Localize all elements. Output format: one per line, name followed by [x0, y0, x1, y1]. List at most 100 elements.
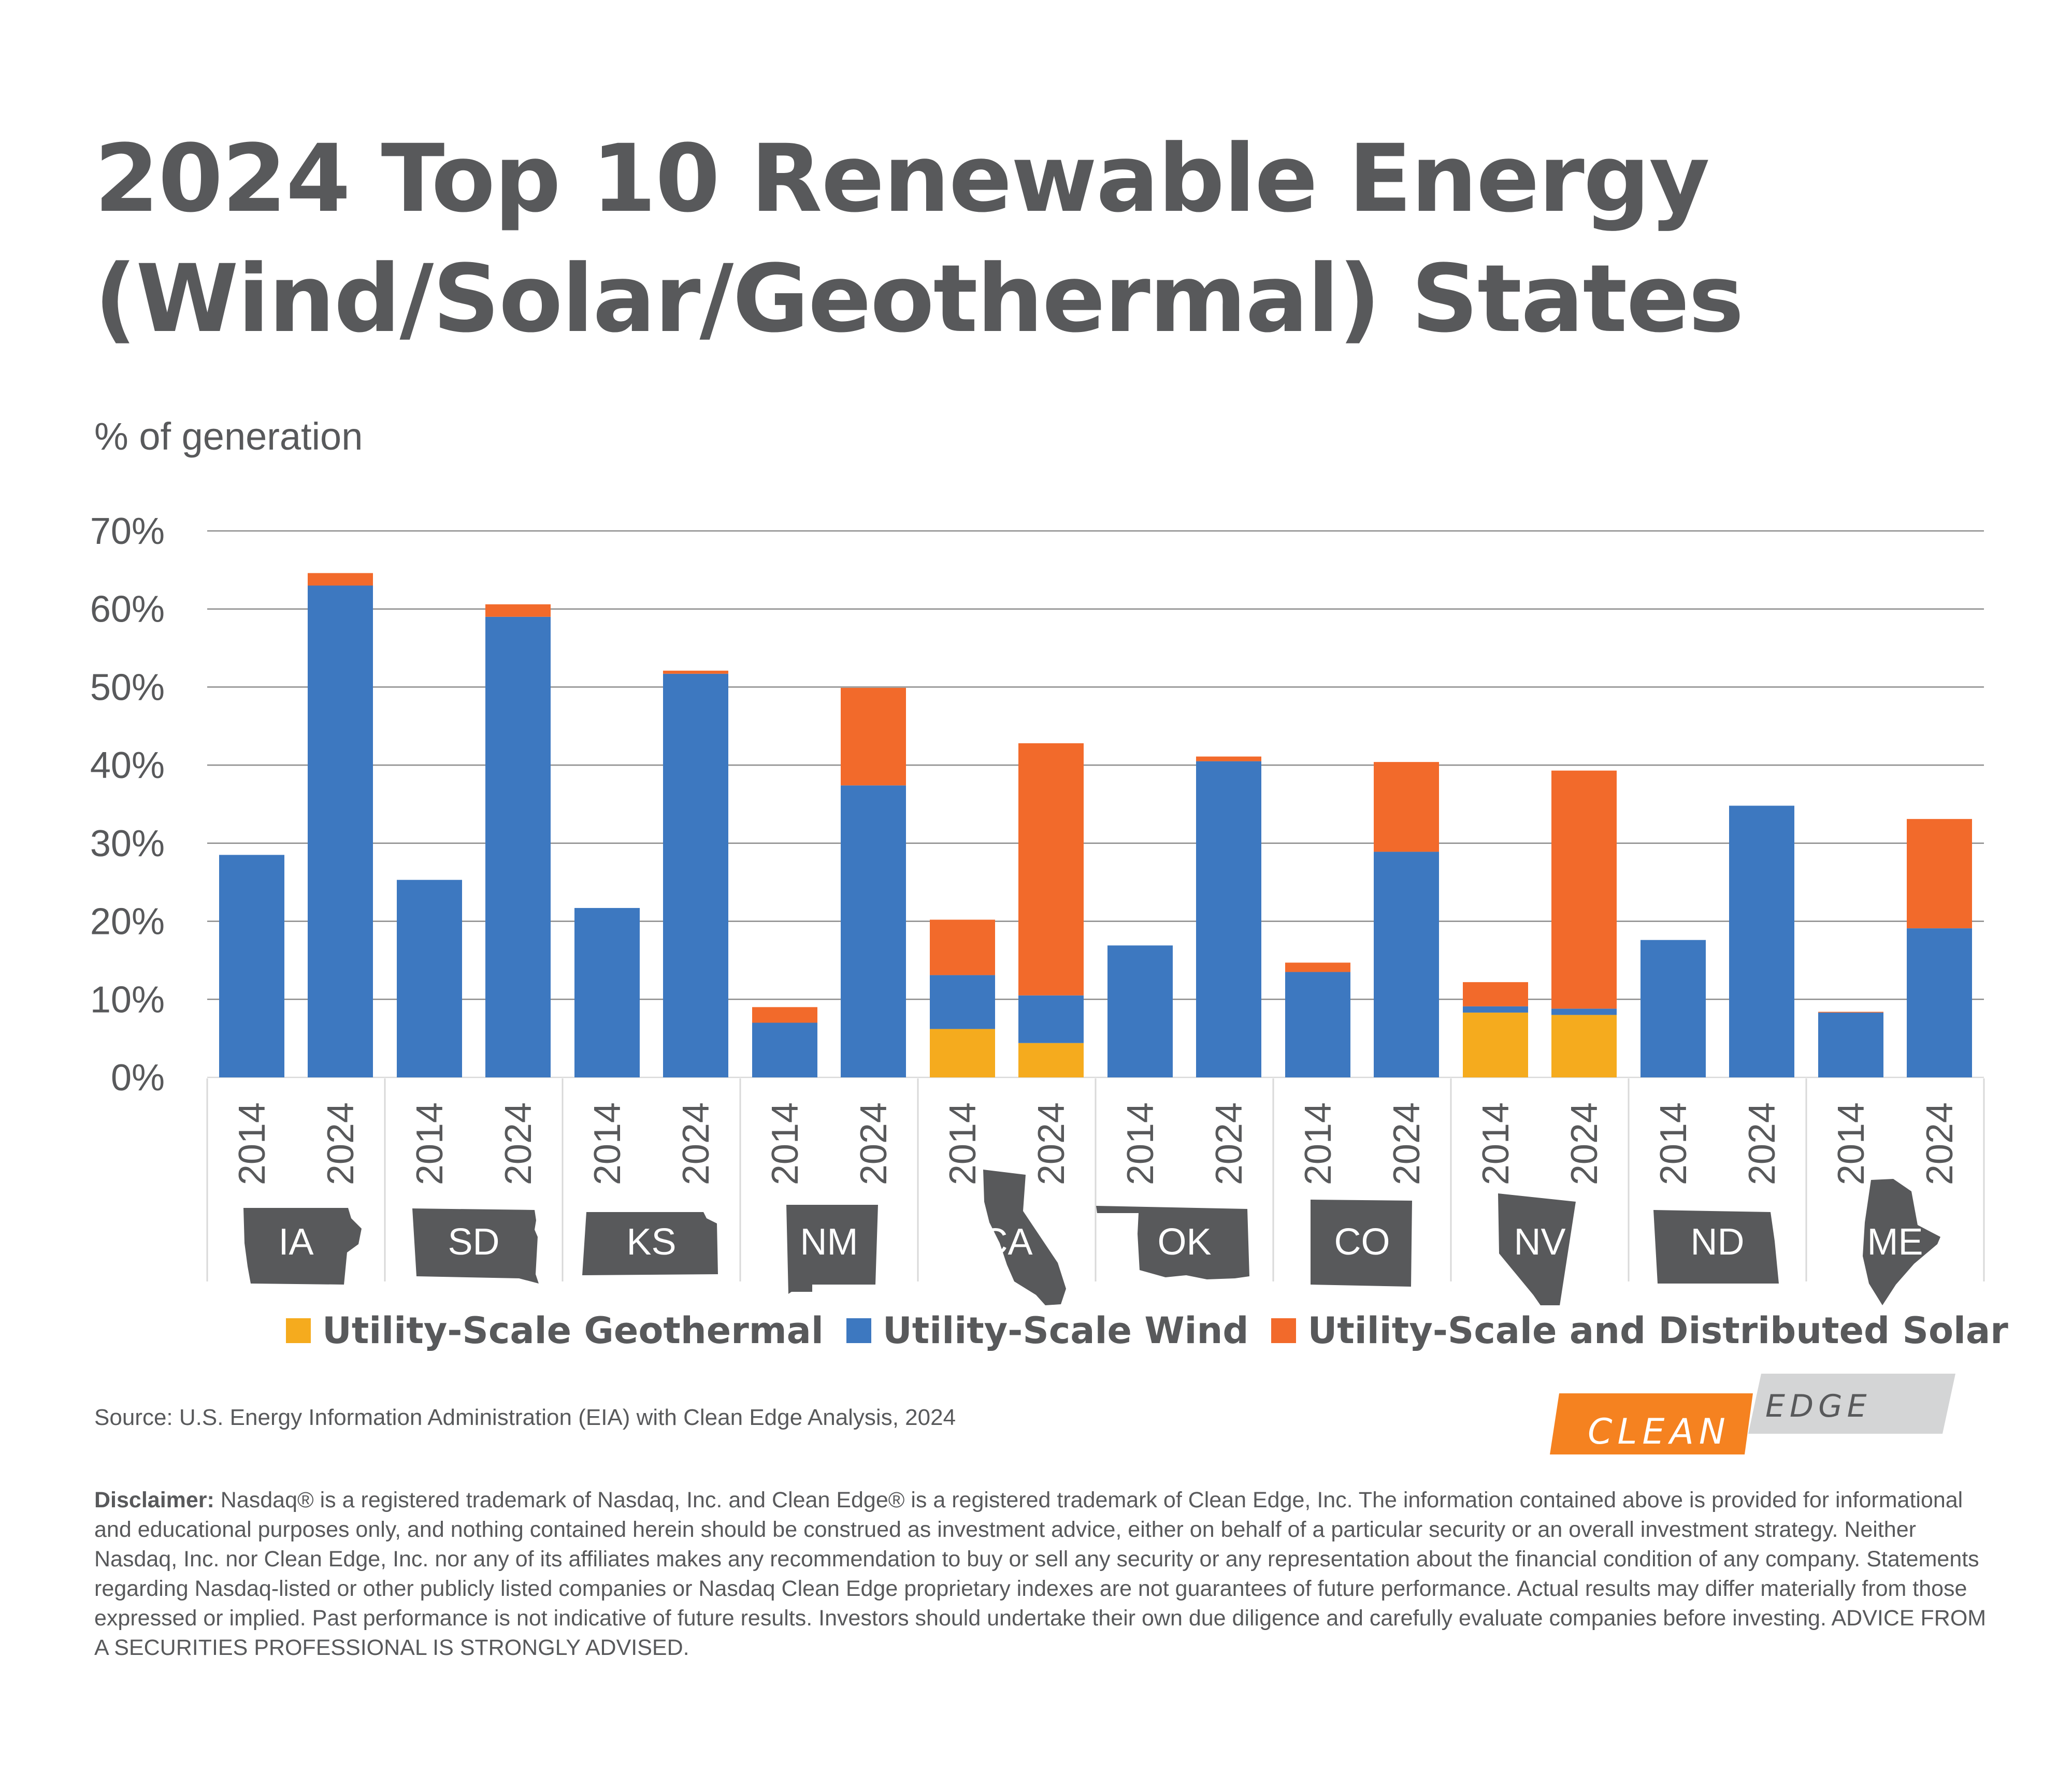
year-tick-label: 2024 [1742, 1102, 1783, 1185]
bar-segment [1018, 1043, 1084, 1077]
state-shape-co [1311, 1200, 1412, 1287]
year-tick-label: 2014 [587, 1102, 628, 1185]
logo-word-clean: CLEAN [1588, 1411, 1731, 1452]
y-tick-label: 30% [90, 823, 165, 864]
y-axis-ticks: 0% 10% 20% 30% 40% 50% 60% 70% [90, 511, 165, 1099]
bar-segment [1196, 756, 1261, 761]
bar-segment [1463, 982, 1528, 1006]
year-tick-label: 2014 [765, 1102, 806, 1185]
bar-segment [1551, 1008, 1617, 1015]
legend-swatch-geothermal [286, 1318, 311, 1343]
bar-segment [1018, 995, 1084, 1043]
bar-segment [1641, 940, 1706, 1077]
chart-title: 2024 Top 10 Renewable Energy (Wind/Solar… [94, 119, 1752, 359]
state-label: OK [1157, 1221, 1211, 1263]
year-tick-label: 2014 [409, 1102, 451, 1185]
bar-segment [930, 975, 995, 1029]
bar-segment [1196, 761, 1261, 1077]
chart-title-line-1: 2024 Top 10 Renewable Energy [94, 125, 1710, 233]
bar-segment [663, 670, 728, 674]
state-shapes [243, 1170, 1940, 1305]
bar-segment [930, 919, 995, 975]
bar-segment [1551, 770, 1617, 1009]
legend-item-geothermal: Utility-Scale Geothermal [286, 1309, 824, 1352]
legend: Utility-Scale Geothermal Utility-Scale W… [286, 1309, 2031, 1352]
state-shape-me [1863, 1179, 1940, 1305]
state-label: NM [800, 1221, 858, 1263]
bar-segment [1463, 1006, 1528, 1013]
bar-segment [397, 880, 462, 1077]
bar-segment [752, 1022, 817, 1077]
y-tick-label: 40% [90, 745, 165, 786]
year-tick-label: 2014 [1120, 1102, 1161, 1185]
state-label: ND [1691, 1221, 1745, 1263]
bar-segment [1374, 762, 1439, 852]
year-tick-label: 2024 [1386, 1102, 1428, 1185]
category-axis: 2014 2024 2014 2024 2014 2024 2014 2024 2014 2024… [206, 1078, 1985, 1281]
disclaimer-text: Nasdaq® is a registered trademark of Nas… [94, 1488, 1987, 1660]
bar-segment [1818, 1012, 1883, 1077]
bar-segment [1018, 743, 1084, 996]
bar-segment [1285, 972, 1350, 1077]
legend-label-solar: Utility-Scale and Distributed Solar [1307, 1309, 2008, 1352]
source-note: Source: U.S. Energy Information Administ… [94, 1405, 956, 1430]
clean-edge-logo: CLEAN EDGE [1550, 1374, 1955, 1454]
bar-segment [1818, 1012, 1883, 1013]
bar-segment [1463, 1012, 1528, 1077]
disclaimer-label: Disclaimer: [94, 1488, 214, 1512]
state-shape-ia [243, 1208, 362, 1285]
state-shape-nm [786, 1205, 878, 1294]
state-label: IA [278, 1221, 313, 1263]
logo-gray-block [1748, 1374, 1955, 1434]
gridlines [207, 530, 1984, 1078]
stacked-bar-chart: 0% 10% 20% 30% 40% 50% 60% 70% 2014 2024 2014 2024… [90, 511, 1985, 1305]
state-shape-sd [412, 1208, 539, 1284]
year-tick-label: 2024 [498, 1102, 539, 1185]
bar-segment [930, 1029, 995, 1077]
bar-segment [663, 673, 728, 1077]
state-label: CO [1334, 1221, 1390, 1263]
legend-item-wind: Utility-Scale Wind [846, 1309, 1249, 1352]
bar-segment [485, 616, 551, 1077]
logo-orange-block [1550, 1393, 1753, 1454]
legend-item-solar: Utility-Scale and Distributed Solar [1271, 1309, 2008, 1352]
disclaimer: Disclaimer: Nasdaq® is a registered trad… [94, 1486, 1990, 1663]
year-tick-label: 2024 [675, 1102, 717, 1185]
state-label: SD [448, 1221, 499, 1263]
year-tick-label: 2024 [1031, 1102, 1072, 1185]
logo-word-edge: EDGE [1765, 1388, 1872, 1424]
bar-segment [841, 785, 906, 1077]
state-labels: IA SD KS NM CA OK CO NV ND ME [278, 1221, 1923, 1263]
state-shape-nv [1498, 1193, 1576, 1305]
y-tick-label: 0% [111, 1057, 165, 1099]
y-tick-label: 70% [90, 511, 165, 552]
y-tick-label: 60% [90, 589, 165, 630]
state-shape-ks [582, 1212, 718, 1275]
y-axis-label: % of generation [94, 415, 363, 458]
state-label: NV [1514, 1221, 1565, 1263]
year-tick-label: 2014 [1831, 1102, 1872, 1185]
bar-segment [1551, 1015, 1617, 1077]
state-label: ME [1867, 1221, 1923, 1263]
legend-label-geothermal: Utility-Scale Geothermal [322, 1309, 824, 1352]
year-tick-label: 2014 [1475, 1102, 1517, 1185]
legend-swatch-wind [846, 1318, 871, 1343]
bar-segment [1729, 805, 1794, 1077]
year-tick-label: 2014 [1298, 1102, 1339, 1185]
bar-segment [1907, 928, 1972, 1077]
bar-segment [1285, 962, 1350, 972]
legend-label-wind: Utility-Scale Wind [882, 1309, 1249, 1352]
bar-segment [1907, 819, 1972, 929]
chart-title-line-2: (Wind/Solar/Geothermal) States [94, 245, 1744, 353]
year-tick-label: 2024 [853, 1102, 895, 1185]
state-shape-ca [983, 1170, 1066, 1305]
bar-segment [1107, 945, 1173, 1077]
y-tick-label: 50% [90, 667, 165, 708]
state-label: KS [626, 1221, 676, 1263]
year-tick-label: 2014 [942, 1102, 984, 1185]
year-tick-label: 2024 [320, 1102, 362, 1185]
bar-segment [841, 687, 906, 786]
state-label: CA [981, 1221, 1032, 1263]
year-tick-label: 2014 [232, 1102, 273, 1185]
y-tick-label: 20% [90, 901, 165, 943]
